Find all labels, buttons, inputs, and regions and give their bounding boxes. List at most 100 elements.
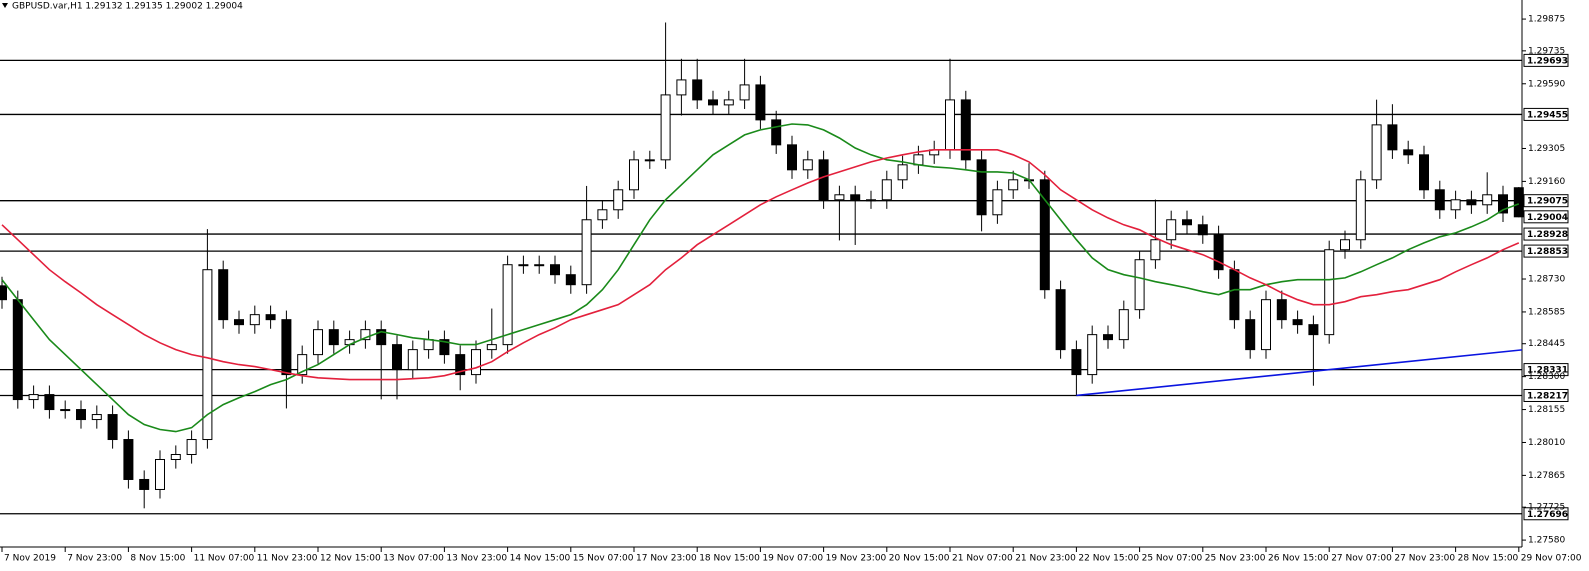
candle-body bbox=[1355, 179, 1366, 241]
x-tick-label: 17 Nov 23:00 bbox=[636, 554, 697, 564]
candle-body bbox=[1229, 269, 1240, 321]
level-tag-label: 1.28217 bbox=[1527, 391, 1568, 401]
level-tag bbox=[1523, 194, 1569, 208]
candle-body bbox=[392, 344, 402, 371]
x-tick-label: 11 Nov 07:00 bbox=[194, 554, 255, 564]
y-tick-label: 1.29590 bbox=[1528, 79, 1565, 89]
candle-body bbox=[629, 159, 639, 191]
level-tag-label: 1.27696 bbox=[1527, 510, 1568, 520]
y-tick-label: 1.27580 bbox=[1528, 536, 1565, 546]
last-price-label: 1.29004 bbox=[1527, 213, 1568, 223]
candle-body bbox=[1055, 289, 1066, 351]
y-tick-label: 1.29735 bbox=[1528, 46, 1565, 56]
x-tick-label: 26 Nov 15:00 bbox=[1268, 554, 1329, 564]
candle-body bbox=[1213, 234, 1224, 271]
candle-body bbox=[1371, 124, 1382, 181]
candle-body bbox=[60, 409, 71, 412]
candle-body bbox=[1261, 299, 1271, 351]
level-tag-label: 1.28928 bbox=[1527, 230, 1568, 240]
candle-body bbox=[281, 319, 292, 376]
candle-body bbox=[1008, 179, 1019, 191]
trendline bbox=[1076, 349, 1523, 397]
candle-body bbox=[597, 209, 608, 221]
candle-body bbox=[897, 164, 908, 181]
candle-body bbox=[313, 329, 323, 356]
candle-body bbox=[960, 99, 971, 161]
candle-body bbox=[1340, 239, 1350, 251]
candle-body bbox=[328, 329, 339, 346]
candle-body bbox=[1434, 189, 1445, 211]
x-tick-label: 13 Nov 23:00 bbox=[446, 554, 507, 564]
candle-body bbox=[218, 269, 229, 321]
x-tick-label: 7 Nov 23:00 bbox=[67, 554, 122, 564]
candle-body bbox=[534, 264, 545, 267]
candle-body bbox=[818, 159, 829, 201]
y-tick-label: 1.28010 bbox=[1528, 438, 1565, 448]
x-tick-label: 22 Nov 15:00 bbox=[1078, 554, 1139, 564]
candle-body bbox=[723, 99, 734, 106]
level-tag-label: 1.28853 bbox=[1527, 247, 1568, 257]
level-tag bbox=[1523, 227, 1569, 241]
level-tag bbox=[1523, 107, 1569, 121]
candle-body bbox=[1292, 319, 1303, 326]
y-tick-label: 1.27725 bbox=[1528, 503, 1565, 513]
candle-body bbox=[1498, 194, 1508, 214]
candle-body bbox=[202, 269, 213, 441]
y-tick-label: 1.27865 bbox=[1528, 471, 1565, 481]
candle-body bbox=[1403, 149, 1414, 156]
candle-body bbox=[107, 414, 118, 441]
indicators bbox=[1, 123, 1523, 433]
candle-body bbox=[1308, 324, 1319, 336]
candle-body bbox=[44, 394, 55, 411]
candle-body bbox=[771, 119, 782, 146]
x-tick-label: 20 Nov 15:00 bbox=[889, 554, 950, 564]
x-tick-label: 8 Nov 15:00 bbox=[130, 554, 185, 564]
candle-body bbox=[850, 194, 861, 201]
candle-body bbox=[1134, 259, 1145, 311]
candle-body bbox=[881, 179, 892, 201]
x-tick-label: 29 Nov 07:00 bbox=[1521, 554, 1582, 564]
y-tick-label: 1.28730 bbox=[1528, 275, 1565, 285]
candle-body bbox=[755, 84, 766, 121]
price-tags: 1.29693 1.29455 1.29075 1.28928 1.28853 1.283… bbox=[1523, 53, 1569, 521]
candle-body bbox=[234, 319, 244, 326]
x-tick-label: 28 Nov 15:00 bbox=[1458, 554, 1519, 564]
candle-body bbox=[1150, 239, 1161, 261]
x-tick-label: 21 Nov 23:00 bbox=[1015, 554, 1076, 564]
candle-body bbox=[28, 394, 39, 401]
candle-body bbox=[502, 264, 513, 346]
candles bbox=[0, 22, 1524, 509]
y-tick-label: 1.28445 bbox=[1528, 339, 1565, 349]
x-tick-label: 21 Nov 07:00 bbox=[952, 554, 1013, 564]
candle-body bbox=[91, 414, 102, 421]
candle-body bbox=[1466, 199, 1477, 206]
menu-arrow[interactable] bbox=[2, 3, 8, 8]
candle-body bbox=[123, 439, 134, 480]
x-tick-label: 14 Nov 15:00 bbox=[510, 554, 571, 564]
x-tick-label: 25 Nov 23:00 bbox=[1205, 554, 1266, 564]
x-tick-label: 13 Nov 07:00 bbox=[383, 554, 444, 564]
candle-body bbox=[866, 199, 876, 202]
candle-body bbox=[297, 354, 308, 376]
candle-body bbox=[1482, 194, 1493, 206]
chart-title: GBPUSD.var,H1 1.29132 1.29135 1.29002 1.… bbox=[12, 2, 243, 12]
candle-body bbox=[739, 84, 750, 101]
y-tick-label: 1.29875 bbox=[1528, 15, 1565, 25]
x-tick-label: 27 Nov 23:00 bbox=[1394, 554, 1455, 564]
level-tag bbox=[1523, 388, 1569, 402]
candle-body bbox=[1118, 309, 1129, 341]
candle-body bbox=[265, 314, 276, 321]
candle-body bbox=[660, 94, 671, 161]
candle-body bbox=[1166, 219, 1177, 241]
candle-body bbox=[613, 189, 624, 211]
candle-body bbox=[945, 99, 955, 151]
level-tag bbox=[1523, 53, 1569, 67]
candle-body bbox=[787, 144, 797, 171]
candle-body bbox=[1245, 319, 1256, 351]
x-tick-label: 7 Nov 2019 bbox=[4, 554, 56, 564]
x-tick-label: 27 Nov 07:00 bbox=[1331, 554, 1392, 564]
candle-body bbox=[913, 154, 924, 166]
candle-body bbox=[834, 194, 845, 201]
candle-body bbox=[423, 339, 434, 351]
